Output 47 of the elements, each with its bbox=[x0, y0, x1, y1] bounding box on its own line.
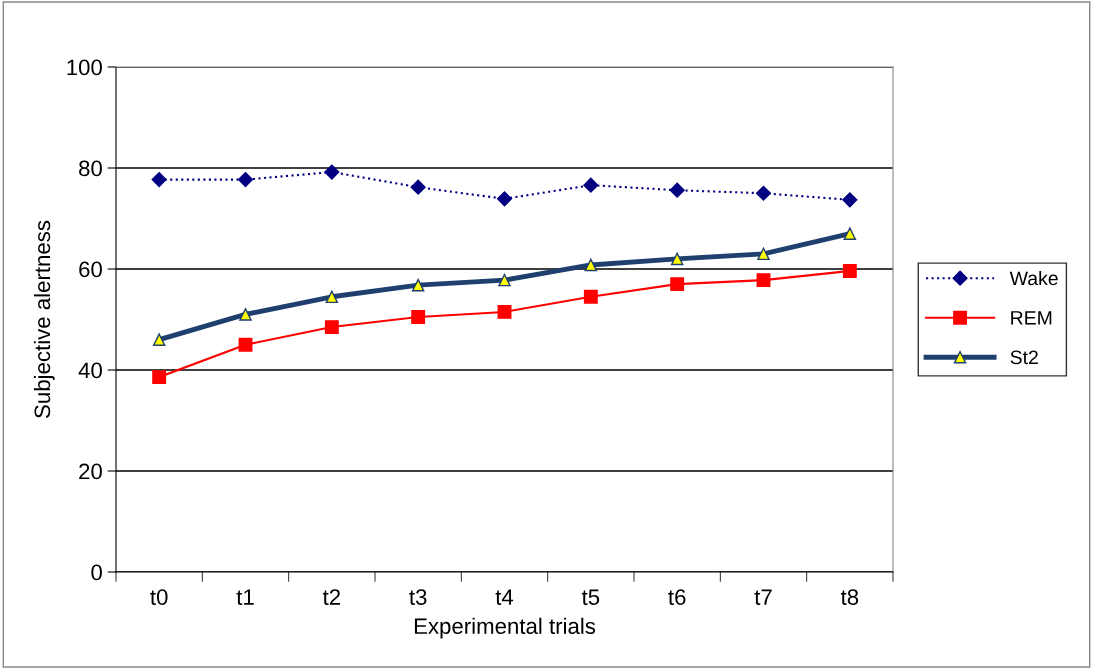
point bbox=[497, 304, 512, 319]
point bbox=[238, 337, 253, 352]
y-tick-label: 100 bbox=[67, 59, 102, 76]
point bbox=[411, 278, 425, 292]
point bbox=[584, 258, 598, 272]
point bbox=[670, 252, 684, 266]
legend-label: REM bbox=[1011, 311, 1052, 325]
point bbox=[410, 179, 426, 195]
x-tick-label: t6 bbox=[668, 589, 686, 605]
y-tick-label: 0 bbox=[91, 564, 102, 581]
x-tick-label: t7 bbox=[754, 589, 772, 605]
legend-label: Wake bbox=[1009, 270, 1058, 286]
point bbox=[842, 192, 858, 208]
point bbox=[583, 289, 598, 304]
point bbox=[496, 191, 513, 207]
point bbox=[411, 310, 426, 324]
x-tick-label: t5 bbox=[581, 589, 600, 605]
point bbox=[670, 277, 685, 292]
x-tick-label: t4 bbox=[495, 589, 514, 605]
x-tick-label: t0 bbox=[150, 589, 168, 605]
y-tick-label: 60 bbox=[79, 261, 102, 278]
y-tick-label: 40 bbox=[78, 362, 102, 379]
point bbox=[583, 177, 599, 193]
y-axis-title: Subjective alertness bbox=[33, 220, 55, 418]
point bbox=[152, 333, 166, 346]
point bbox=[669, 182, 685, 198]
point bbox=[151, 172, 167, 188]
x-tick-label: t2 bbox=[322, 589, 340, 605]
x-axis-title: Experimental trials bbox=[414, 617, 596, 639]
x-tick-label: t1 bbox=[236, 589, 254, 605]
x-tick-label: t3 bbox=[409, 589, 427, 605]
y-tick-label: 20 bbox=[79, 463, 102, 480]
point bbox=[237, 172, 254, 188]
point bbox=[757, 247, 770, 261]
point bbox=[325, 290, 339, 304]
point bbox=[756, 273, 771, 288]
point bbox=[843, 227, 857, 240]
point bbox=[152, 370, 167, 385]
point bbox=[498, 273, 511, 287]
point bbox=[755, 185, 772, 201]
point bbox=[324, 320, 339, 335]
point bbox=[324, 164, 340, 180]
x-tick-label: t8 bbox=[840, 589, 859, 605]
y-tick-label: 80 bbox=[79, 160, 102, 177]
legend-label: St2 bbox=[1010, 350, 1038, 365]
point bbox=[842, 264, 857, 278]
point bbox=[239, 308, 252, 321]
